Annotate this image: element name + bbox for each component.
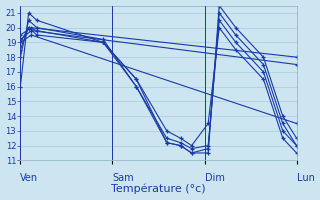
Text: Ven: Ven: [20, 173, 38, 183]
Text: Dim: Dim: [204, 173, 224, 183]
Text: Sam: Sam: [112, 173, 134, 183]
Text: Lun: Lun: [297, 173, 315, 183]
X-axis label: Température (°c): Température (°c): [111, 184, 206, 194]
